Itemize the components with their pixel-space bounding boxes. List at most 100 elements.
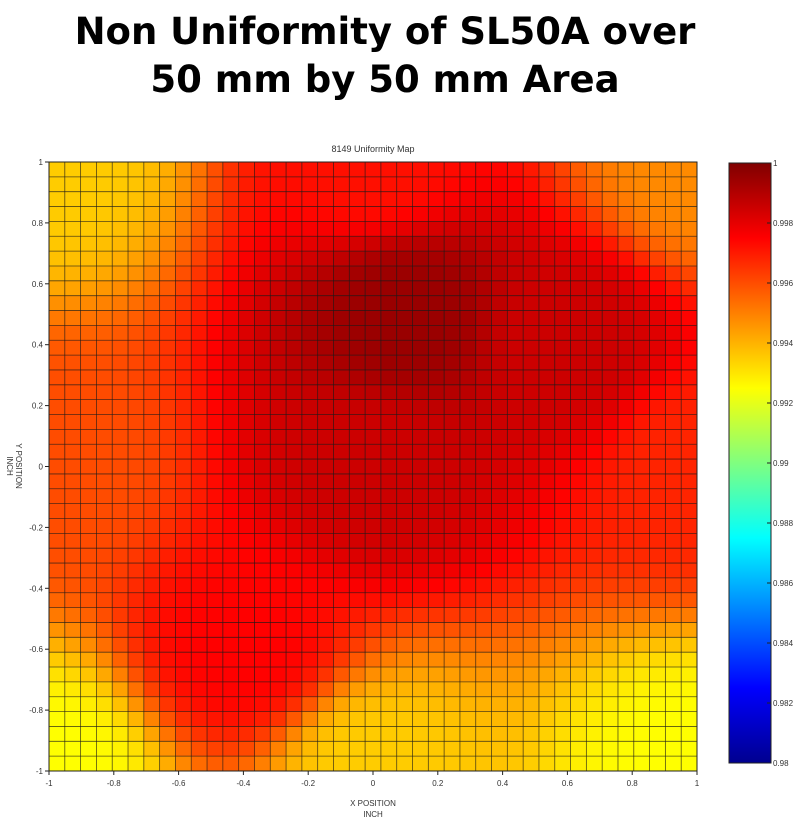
heatmap-cell — [143, 295, 161, 311]
heatmap-cell — [665, 384, 682, 401]
heatmap-cell — [412, 637, 429, 653]
heatmap-cell — [380, 221, 398, 237]
heatmap-cell — [586, 756, 603, 772]
heatmap-cell — [175, 577, 192, 594]
heatmap-cell — [396, 756, 413, 772]
heatmap-cell — [301, 355, 319, 371]
heatmap-cell — [349, 667, 366, 683]
heatmap-cell — [143, 548, 161, 564]
heatmap-cell — [396, 251, 413, 267]
heatmap-cell — [80, 369, 97, 386]
heatmap-cell — [270, 741, 287, 757]
heatmap-cell — [128, 741, 145, 757]
heatmap-cell — [428, 355, 445, 371]
heatmap-cell — [191, 756, 208, 772]
heatmap-cell — [602, 563, 619, 579]
heatmap-cell — [301, 592, 319, 609]
heatmap-cell — [270, 206, 287, 222]
heatmap-cell — [317, 369, 334, 386]
heatmap-cell — [175, 726, 192, 742]
heatmap-cell — [586, 191, 603, 207]
heatmap-cell — [396, 355, 413, 371]
heatmap-cell — [633, 221, 650, 237]
heatmap-cell — [317, 563, 334, 579]
heatmap-cell — [96, 221, 113, 237]
heatmap-cell — [602, 206, 619, 222]
heatmap-cell — [365, 652, 382, 668]
heatmap-cell — [80, 577, 97, 594]
heatmap-cell — [175, 563, 192, 579]
heatmap-cell — [538, 592, 556, 609]
heatmap-cell — [428, 310, 445, 326]
heatmap-cell — [444, 607, 461, 623]
heatmap-cell — [570, 459, 587, 475]
heatmap-cell — [128, 533, 145, 549]
heatmap-cell — [586, 340, 603, 356]
heatmap-cell — [396, 162, 413, 178]
heatmap-cell — [143, 488, 161, 505]
heatmap-cell — [128, 548, 145, 564]
heatmap-cell — [254, 667, 271, 683]
heatmap-cell — [365, 340, 382, 356]
heatmap-cell — [270, 251, 287, 267]
heatmap-cell — [301, 206, 319, 222]
heatmap-cell — [175, 191, 192, 207]
heatmap-cell — [365, 503, 382, 519]
heatmap-cell — [586, 592, 603, 609]
heatmap-cell — [633, 236, 650, 252]
heatmap-cell — [586, 280, 603, 297]
heatmap-cell — [586, 355, 603, 371]
heatmap-cell — [112, 459, 129, 475]
heatmap-cell — [681, 369, 698, 386]
heatmap-cell — [349, 191, 366, 207]
heatmap-cell — [317, 533, 334, 549]
heatmap-cell — [459, 726, 477, 742]
heatmap-cell — [617, 459, 635, 475]
heatmap-cell — [286, 414, 303, 430]
heatmap-cell — [523, 473, 540, 490]
heatmap-cell — [175, 369, 192, 386]
heatmap-cell — [396, 741, 413, 757]
heatmap-cell — [365, 563, 382, 579]
heatmap-cell — [475, 622, 492, 638]
heatmap-cell — [459, 488, 477, 505]
heatmap-cell — [428, 696, 445, 712]
heatmap-cell — [207, 533, 224, 549]
heatmap-cell — [491, 310, 508, 326]
heatmap-cell — [80, 176, 97, 193]
heatmap-cell — [633, 726, 650, 742]
heatmap-cell — [143, 756, 161, 772]
heatmap-cell — [523, 459, 540, 475]
heatmap-cell — [96, 681, 113, 698]
heatmap-cell — [681, 592, 698, 609]
heatmap-cell — [207, 741, 224, 757]
heatmap-cell — [64, 503, 81, 519]
heatmap-cell — [80, 756, 97, 772]
heatmap-cell — [586, 696, 603, 712]
heatmap-cell — [49, 384, 66, 401]
heatmap-cell — [64, 622, 81, 638]
heatmap-cell — [459, 518, 477, 534]
heatmap-cell — [222, 607, 240, 623]
heatmap-cell — [523, 488, 540, 505]
heatmap-cell — [538, 518, 556, 534]
heatmap-cell — [475, 399, 492, 415]
heatmap-cell — [649, 563, 666, 579]
heatmap-cell — [365, 756, 382, 772]
heatmap-cell — [428, 221, 445, 237]
heatmap-cell — [396, 696, 413, 712]
heatmap-cell — [617, 503, 635, 519]
heatmap-cell — [80, 384, 97, 401]
heatmap-cell — [475, 459, 492, 475]
heatmap-cell — [254, 756, 271, 772]
heatmap-cell — [349, 221, 366, 237]
heatmap-cell — [570, 533, 587, 549]
heatmap-cell — [191, 726, 208, 742]
heatmap-cell — [617, 756, 635, 772]
heatmap-cell — [491, 607, 508, 623]
chart-title: 8149 Uniformity Map — [331, 144, 414, 154]
heatmap-cell — [444, 429, 461, 445]
heatmap-cell — [538, 355, 556, 371]
heatmap-cell — [286, 637, 303, 653]
heatmap-cell — [649, 607, 666, 623]
